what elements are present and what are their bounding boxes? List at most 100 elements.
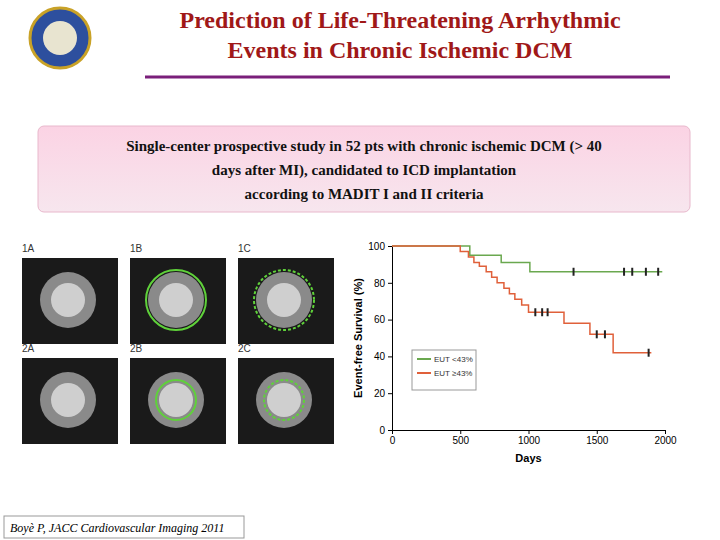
survival-curve: [392, 246, 662, 272]
censor-mark: [596, 330, 598, 338]
tick-mark: [460, 430, 461, 434]
title-rule: [145, 76, 670, 79]
plot-area: [392, 246, 662, 357]
axis-line: [393, 431, 666, 435]
mri-contour: [146, 270, 206, 330]
image-label: 2B: [130, 343, 143, 354]
tick-label: 500: [452, 435, 469, 446]
tick-label: 60: [374, 314, 386, 325]
mri-heart: [256, 372, 312, 428]
mri-heart: [148, 272, 204, 328]
legend-label: EUT ≥43%: [434, 369, 472, 378]
tick-mark: [597, 430, 598, 434]
image-label: 2A: [22, 343, 35, 354]
tick-label: 1000: [518, 435, 541, 446]
image-label: 1A: [22, 243, 35, 254]
censor-mark: [648, 349, 650, 357]
mri-image: [22, 358, 118, 444]
censor-mark: [573, 268, 575, 276]
mri-cavity: [51, 383, 85, 417]
mri-image: [22, 258, 118, 344]
y-axis: 0 20 40 60 80 100: [368, 241, 392, 436]
legend-box: [412, 350, 476, 390]
title: Events in Chronic Ischemic DCM: [228, 37, 573, 63]
survival-curve: [392, 246, 651, 353]
tick-mark: [388, 393, 392, 394]
tick-mark: [388, 283, 392, 284]
tick: 1500: [586, 430, 609, 446]
mri-heart: [256, 272, 312, 328]
axis-line: [388, 247, 393, 431]
tick: 20: [374, 388, 392, 399]
mri-heart: [40, 272, 96, 328]
citation: Boyè P, JACC Cardiovascular Imaging 2011: [10, 521, 224, 535]
mri-contour: [156, 380, 196, 420]
tick-mark: [388, 356, 392, 357]
logo-ring: [30, 8, 90, 68]
tick: 80: [374, 278, 392, 289]
legend: EUT <43% EUT ≥43%: [412, 350, 476, 390]
legend-label: EUT <43%: [434, 355, 473, 364]
mri-cavity: [267, 283, 301, 317]
legend-swatch: [417, 358, 431, 360]
censor-mark: [534, 308, 536, 316]
mri-images: 1A 1B 1C 2A 2B 2C: [22, 243, 334, 444]
x-axis-title: Days: [515, 452, 541, 464]
info-text: days after MI), candidated to ICD implan…: [212, 162, 517, 179]
censor-mark: [541, 308, 543, 316]
mri-cavity: [159, 383, 193, 417]
mri-image: [130, 358, 226, 444]
censor-mark: [657, 268, 659, 276]
image-label: 1C: [238, 243, 251, 254]
tick: 2000: [654, 430, 677, 446]
tick: 40: [374, 351, 392, 362]
tick-label: 40: [374, 351, 386, 362]
tick: 1000: [518, 430, 541, 446]
tick-label: 100: [368, 241, 385, 252]
tick: 0: [390, 430, 396, 446]
mri-heart: [40, 372, 96, 428]
mri-cavity: [51, 283, 85, 317]
mri-image: [130, 258, 226, 344]
tick-label: 0: [379, 425, 385, 436]
y-axis-title: Event-free Survival (%): [352, 278, 364, 398]
info-text: according to MADIT I and II criteria: [245, 186, 484, 202]
tick-mark: [392, 430, 393, 434]
mri-contour: [254, 270, 314, 330]
mri-image: [238, 258, 334, 344]
tick-label: 80: [374, 278, 386, 289]
tick: 0: [379, 425, 392, 436]
mri-contour: [264, 380, 304, 420]
legend-swatch: [417, 372, 431, 374]
tick-label: 2000: [654, 435, 677, 446]
mri-image: [238, 358, 334, 444]
x-axis: 0 500 1000 1500 2000: [390, 430, 677, 446]
censor-mark: [645, 268, 647, 276]
tick-mark: [388, 430, 392, 431]
info-text: Single-center prospective study in 52 pt…: [126, 138, 602, 155]
tick-mark: [388, 320, 392, 321]
tick: 100: [368, 241, 392, 252]
tick-label: 20: [374, 388, 386, 399]
chart: 0204060801000500100015002000DaysEvent-fr…: [352, 241, 677, 464]
tick-mark: [665, 430, 666, 434]
mri-heart: [148, 372, 204, 428]
slide: Prediction of Life-Threatening Arrhythmi…: [0, 0, 720, 540]
censor-mark: [547, 308, 549, 316]
tick-label: 0: [390, 435, 396, 446]
title: Prediction of Life-Threatening Arrhythmi…: [179, 7, 620, 33]
censor-mark: [623, 268, 625, 276]
mri-cavity: [267, 383, 301, 417]
tick-mark: [388, 246, 392, 247]
tick: 500: [452, 430, 469, 446]
image-label: 1B: [130, 243, 143, 254]
logo-center: [43, 21, 77, 55]
info-box: [38, 126, 690, 212]
image-label: 2C: [238, 343, 251, 354]
tick-label: 1500: [586, 435, 609, 446]
mri-cavity: [159, 283, 193, 317]
tick: 60: [374, 314, 392, 325]
censor-mark: [631, 268, 633, 276]
logo: [30, 8, 90, 68]
censor-mark: [604, 330, 606, 338]
